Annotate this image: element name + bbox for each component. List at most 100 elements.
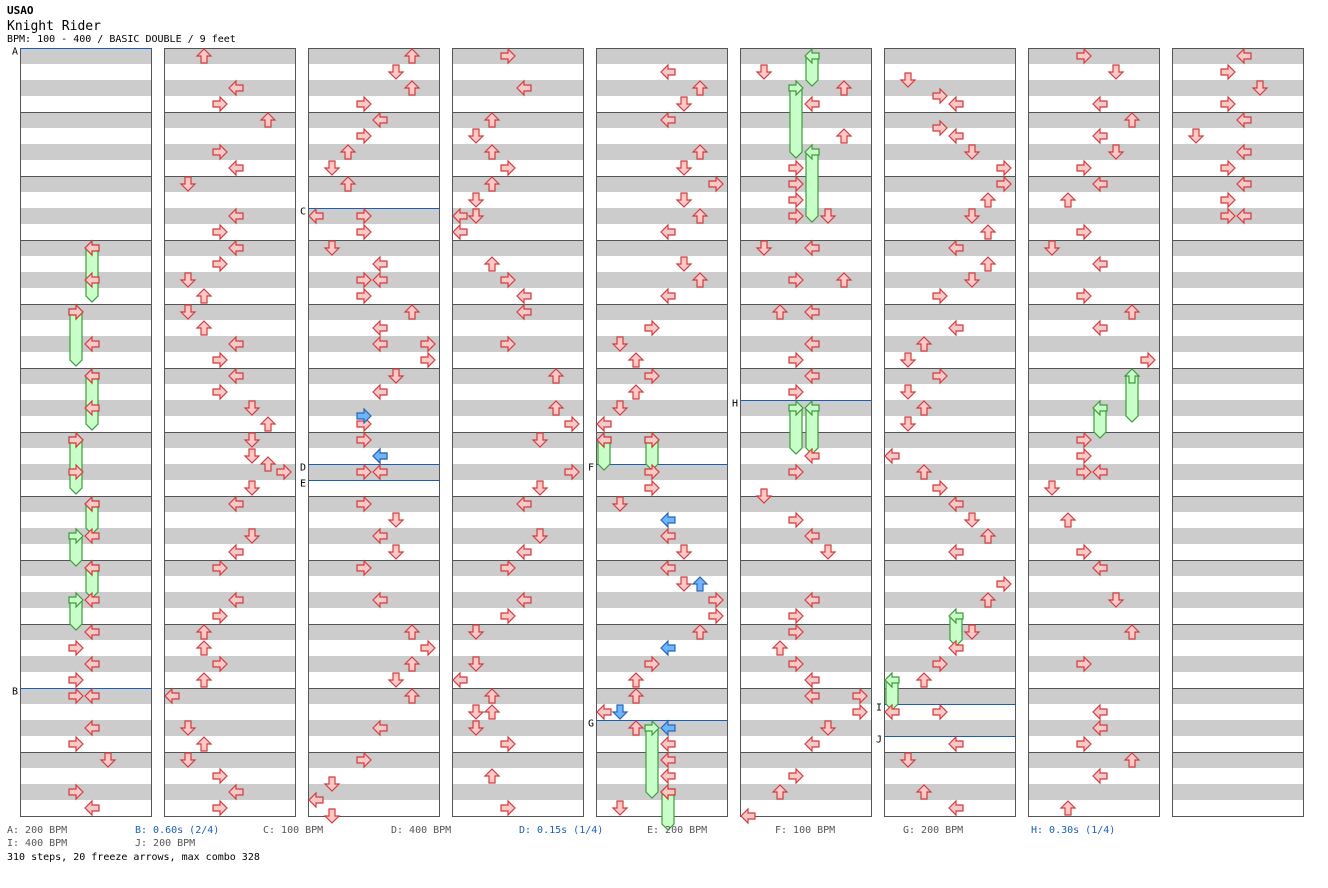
step-arrow: [675, 256, 693, 272]
step-arrow: [84, 367, 100, 385]
step-arrow: [387, 368, 405, 384]
beat-stripe: [740, 752, 872, 768]
speed-marker-label: G: [588, 719, 594, 730]
step-arrow: [356, 463, 372, 481]
beat-stripe: [884, 656, 1016, 672]
step-arrow: [356, 127, 372, 145]
step-arrow: [948, 95, 964, 113]
step-arrow: [483, 176, 501, 192]
step-arrow: [212, 607, 228, 625]
step-arrow: [212, 655, 228, 673]
beat-stripe: [20, 432, 152, 448]
beat-stripe: [308, 656, 440, 672]
beat-stripe: [1028, 496, 1160, 512]
step-arrow: [68, 463, 84, 481]
freeze-head-arrow: [68, 527, 84, 545]
step-arrow: [948, 319, 964, 337]
beat-stripe: [740, 624, 872, 640]
beat-stripe: [452, 400, 584, 416]
step-arrow: [372, 271, 388, 289]
step-arrow: [899, 752, 917, 768]
beat-stripe: [740, 720, 872, 736]
beat-stripe: [308, 304, 440, 320]
freeze-head-arrow: [804, 143, 820, 161]
beat-stripe: [596, 272, 728, 288]
step-arrow: [228, 543, 244, 561]
step-arrow: [467, 624, 485, 640]
beat-stripe: [884, 752, 1016, 768]
freeze-head-arrow: [68, 591, 84, 609]
step-arrow: [84, 559, 100, 577]
step-arrow: [516, 495, 532, 513]
step-arrow: [99, 752, 117, 768]
legend-item: E: 200 BPM: [647, 825, 708, 836]
step-arrow: [819, 544, 837, 560]
legend-item: I: 400 BPM: [7, 838, 68, 849]
step-arrow: [500, 799, 516, 817]
step-arrow: [500, 559, 516, 577]
shock-arrow: [356, 407, 372, 425]
beat-stripe: [596, 48, 728, 64]
step-arrow: [212, 383, 228, 401]
step-arrow: [899, 416, 917, 432]
step-arrow: [68, 671, 84, 689]
step-arrow: [1123, 112, 1141, 128]
step-arrow: [1187, 128, 1205, 144]
step-arrow: [627, 672, 645, 688]
step-arrow: [644, 319, 660, 337]
step-arrow: [467, 720, 485, 736]
step-arrow: [372, 255, 388, 273]
step-arrow: [1220, 191, 1236, 209]
step-arrow: [259, 416, 277, 432]
beat-stripe: [596, 624, 728, 640]
step-arrow: [627, 688, 645, 704]
beat-stripe: [164, 464, 296, 480]
step-arrow: [228, 79, 244, 97]
freeze-body: [805, 151, 819, 223]
step-arrow: [788, 351, 804, 369]
step-arrow: [963, 512, 981, 528]
step-arrow: [1251, 80, 1269, 96]
beat-stripe: [164, 560, 296, 576]
step-arrow: [660, 783, 676, 801]
step-arrow: [1236, 175, 1252, 193]
legend-item: D: 0.15s (1/4): [519, 825, 604, 836]
step-arrow: [884, 447, 900, 465]
beat-stripe: [20, 464, 152, 480]
step-arrow: [915, 400, 933, 416]
beat-stripe: [164, 400, 296, 416]
beat-stripe: [452, 560, 584, 576]
beat-stripe: [20, 176, 152, 192]
step-arrow: [660, 527, 676, 545]
beat-stripe: [740, 80, 872, 96]
step-arrow: [403, 688, 421, 704]
step-arrow: [84, 655, 100, 673]
step-arrow: [420, 639, 436, 657]
step-arrow: [467, 704, 485, 720]
beat-stripe: [1172, 560, 1304, 576]
step-arrow: [68, 431, 84, 449]
beat-stripe: [1172, 624, 1304, 640]
step-arrow: [372, 111, 388, 129]
step-arrow: [372, 383, 388, 401]
beat-stripe: [1028, 592, 1160, 608]
beat-stripe: [20, 48, 152, 64]
step-arrow: [932, 655, 948, 673]
beat-stripe: [1172, 784, 1304, 800]
step-arrow: [644, 479, 660, 497]
artist-name: USAO: [7, 4, 34, 17]
step-arrow: [403, 656, 421, 672]
step-arrow: [84, 591, 100, 609]
step-arrow: [691, 272, 709, 288]
step-arrow: [708, 175, 724, 193]
step-arrow: [516, 543, 532, 561]
step-arrow: [516, 303, 532, 321]
beat-stripe: [452, 112, 584, 128]
beat-stripe: [1028, 624, 1160, 640]
freeze-head-arrow: [948, 607, 964, 625]
step-arrow: [356, 431, 372, 449]
step-arrow: [372, 527, 388, 545]
beat-stripe: [596, 688, 728, 704]
step-arrow: [228, 591, 244, 609]
chart-info: BPM: 100 - 400 / BASIC DOUBLE / 9 feet: [7, 34, 236, 45]
